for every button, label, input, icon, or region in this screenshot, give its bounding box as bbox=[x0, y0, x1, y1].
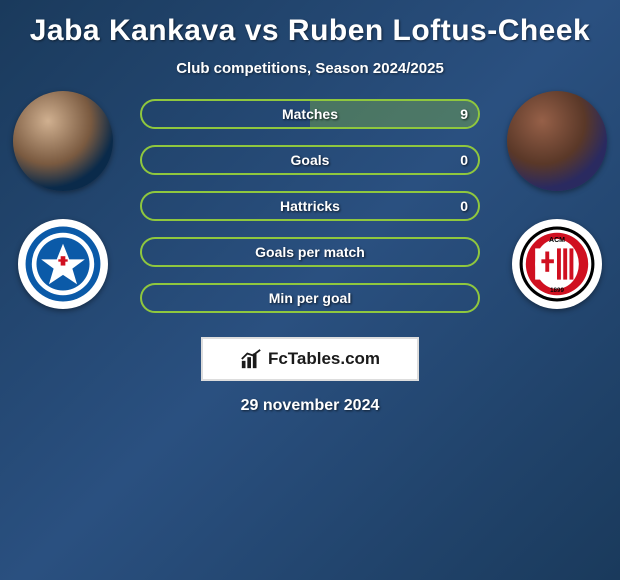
club-left-logo bbox=[18, 219, 108, 309]
stat-bars: Matches9Goals0Hattricks0Goals per matchM… bbox=[140, 91, 480, 313]
compare-area: ACM 1899 Matches9Goals0Hattricks0Goals p… bbox=[0, 91, 620, 313]
chart-icon bbox=[240, 348, 262, 370]
stat-row: Hattricks0 bbox=[140, 191, 480, 221]
stat-row: Goals per match bbox=[140, 237, 480, 267]
stat-row: Matches9 bbox=[140, 99, 480, 129]
svg-text:ACM: ACM bbox=[549, 237, 565, 244]
stat-value-right: 9 bbox=[460, 106, 468, 122]
stat-label: Goals per match bbox=[142, 244, 478, 260]
page-title: Jaba Kankava vs Ruben Loftus-Cheek bbox=[0, 0, 620, 52]
player-left-avatar bbox=[13, 91, 113, 191]
date-label: 29 november 2024 bbox=[0, 381, 620, 415]
stat-label: Min per goal bbox=[142, 290, 478, 306]
acmilan-logo-icon: ACM 1899 bbox=[518, 225, 596, 303]
player-left-column bbox=[8, 91, 118, 309]
stat-label: Matches bbox=[142, 106, 478, 122]
stat-value-right: 0 bbox=[460, 198, 468, 214]
brand-label: FcTables.com bbox=[268, 349, 380, 369]
brand-box: FcTables.com bbox=[201, 337, 419, 381]
subtitle: Club competitions, Season 2024/2025 bbox=[0, 52, 620, 91]
player-right-column: ACM 1899 bbox=[502, 91, 612, 309]
stat-label: Hattricks bbox=[142, 198, 478, 214]
club-right-logo: ACM 1899 bbox=[512, 219, 602, 309]
svg-text:1899: 1899 bbox=[550, 287, 564, 294]
stat-label: Goals bbox=[142, 152, 478, 168]
stat-row: Min per goal bbox=[140, 283, 480, 313]
stat-row: Goals0 bbox=[140, 145, 480, 175]
player-right-avatar bbox=[507, 91, 607, 191]
slovan-logo-icon bbox=[24, 225, 102, 303]
stat-value-right: 0 bbox=[460, 152, 468, 168]
